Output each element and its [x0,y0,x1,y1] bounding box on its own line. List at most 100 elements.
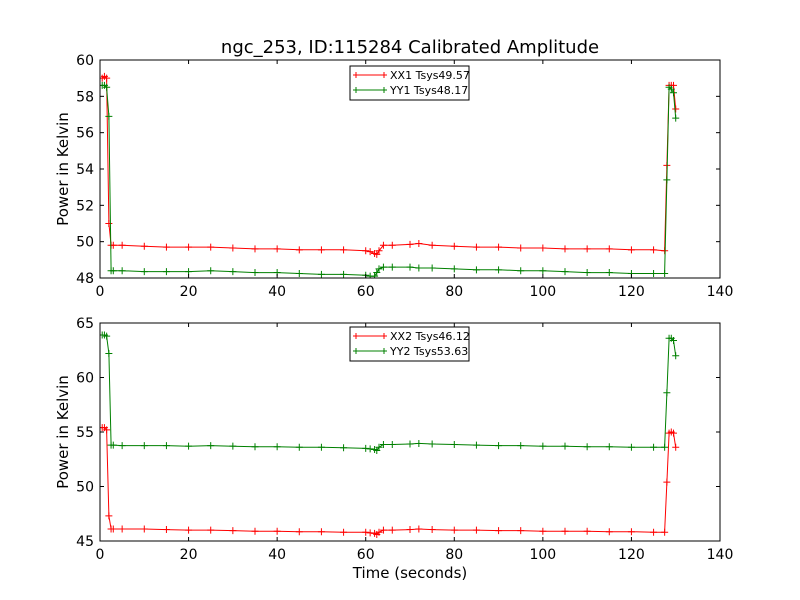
data-point [105,350,113,358]
data-point [295,443,303,451]
x-axis-label: Time (seconds) [352,564,468,582]
data-point [428,440,436,448]
data-point [472,526,480,534]
data-point [371,272,379,278]
data-point [415,525,423,533]
data-point [251,527,259,535]
data-point [539,244,547,252]
data-point [406,440,414,448]
data-point [140,242,148,250]
data-point [375,443,383,451]
x-tick-label: 140 [707,284,734,300]
y-tick-label: 60 [76,371,94,387]
data-point [406,240,414,248]
data-point [561,268,569,276]
data-point [670,89,677,97]
data-point [185,268,193,276]
data-point [379,441,387,449]
data-point [670,81,677,89]
data-point [428,526,436,534]
chart-title: ngc_253, ID:115284 Calibrated Amplitude [221,37,599,58]
data-point [428,264,436,272]
data-point [140,525,148,533]
data-point [661,528,669,536]
x-tick-label: 40 [268,284,286,300]
data-point [317,528,325,536]
data-point [317,270,325,278]
data-point [379,241,387,249]
data-point [388,441,396,449]
data-point [605,528,613,536]
legend: XX1 Tsys49.57 YY1 Tsys48.17 [349,65,470,101]
data-point [229,442,237,450]
data-point [295,246,303,254]
y-tick-label: 54 [76,162,94,178]
data-point [207,526,215,534]
data-point [105,220,113,227]
data-point [428,241,436,249]
data-point [661,443,669,451]
data-point [229,527,237,535]
data-point [650,269,658,277]
y-tick-label: 58 [76,89,94,105]
data-point [366,529,374,537]
data-point [340,444,348,452]
data-point [162,526,170,534]
data-point [362,444,370,452]
data-point [118,241,126,249]
legend-label: XX2 Tsys46.12 [390,330,470,343]
data-point [340,270,348,278]
data-point [650,528,658,536]
y-tick-label: 50 [76,480,94,496]
data-point [670,336,677,344]
data-point [140,442,148,450]
data-point [340,246,348,254]
x-tick-label: 40 [268,547,286,563]
data-point [406,526,414,534]
data-point [379,526,387,534]
y-tick-label: 48 [76,271,94,287]
data-point [450,526,458,534]
data-point [317,443,325,451]
legend-marker [353,87,387,93]
data-point [362,247,370,255]
x-tick-label: 100 [529,284,556,300]
legend-label: XX1 Tsys49.57 [390,69,470,82]
data-point [317,246,325,254]
data-point [495,442,503,450]
data-point [672,443,680,451]
data-point [517,267,525,275]
data-point [406,263,414,271]
data-point [472,441,480,449]
data-point [415,439,423,447]
data-point [583,245,591,253]
plot-area [100,331,680,538]
data-point [373,250,381,258]
data-point [415,239,423,247]
legend-marker [353,348,387,354]
data-point [340,528,348,536]
data-point [251,269,259,277]
x-tick-label: 120 [618,284,645,300]
data-point [605,443,613,451]
data-point [103,332,111,340]
data-point [561,527,569,535]
y-axis-label: Power in Kelvin [54,112,72,226]
y-tick-label: 55 [76,425,94,441]
data-point [162,268,170,276]
data-point [375,265,383,273]
data-point [627,246,635,254]
data-point [472,266,480,274]
bottom-plot-panel: 0 20 40 60 80 100 120 140 45 50 55 60 65 Power in Kel… [54,316,733,563]
data-point [251,443,259,451]
data-point [388,526,396,534]
data-point [388,241,396,249]
y-tick-label: 52 [76,198,94,214]
legend-box [349,65,470,101]
data-point [295,528,303,536]
data-point [495,243,503,251]
y-tick-label: 45 [76,534,94,550]
data-point [375,528,383,536]
data-point [251,245,259,253]
data-point [162,442,170,450]
